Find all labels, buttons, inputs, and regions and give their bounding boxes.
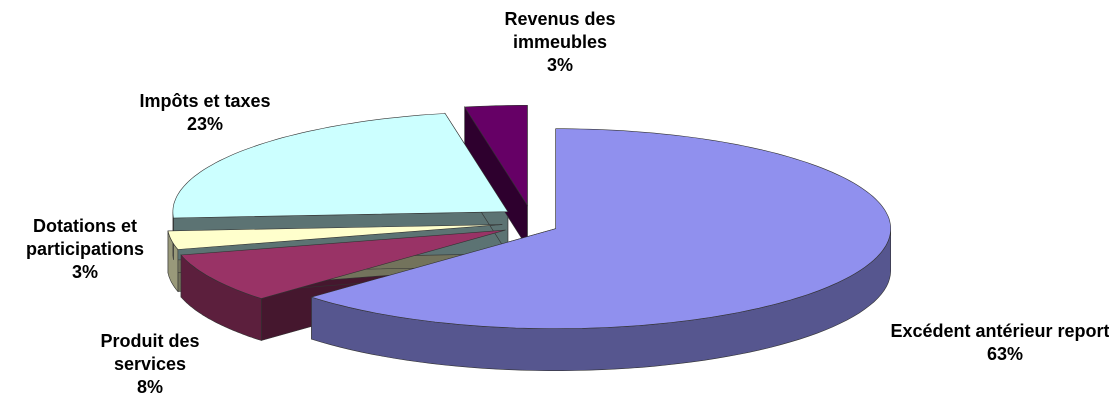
value-label: 3% (546, 55, 573, 75)
category-label: Excédent antérieur reporté (890, 321, 1109, 341)
value-label: 63% (986, 344, 1024, 364)
slice-label: Dotations et participations 3% (5, 215, 165, 284)
category-label: Dotations et participations (25, 216, 145, 259)
slice-label: Revenus des immeubles 3% (480, 8, 640, 77)
category-label: Revenus des immeubles (504, 9, 616, 52)
pie-slice (464, 105, 528, 207)
category-label: Produit des services (100, 331, 200, 374)
category-label: Impôts et taxes (139, 91, 271, 111)
pie-slice (167, 224, 503, 250)
value-label: 8% (136, 377, 163, 397)
pie-slice (172, 113, 509, 219)
slice-label: Impôts et taxes 23% (105, 90, 305, 136)
slice-label: Produit des services 8% (80, 330, 220, 399)
pie-slice (310, 128, 892, 329)
value-label: 23% (186, 114, 224, 134)
slice-label: Excédent antérieur reporté 63% (880, 320, 1109, 366)
value-label: 3% (71, 262, 98, 282)
pie-slice (180, 229, 506, 299)
